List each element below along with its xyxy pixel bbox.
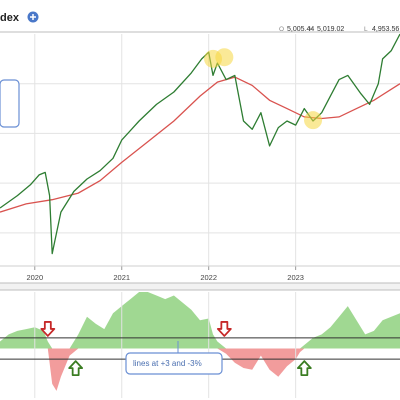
highlight-marker-1 <box>215 48 234 67</box>
main-grid <box>0 34 400 266</box>
x-tick-label-2: 2022 <box>200 273 217 282</box>
ohlc-readout: O 5,005.44 H 5,019.02 L 4,953.56 <box>279 26 399 33</box>
open-label: O <box>279 26 284 33</box>
moving-average-line <box>0 76 400 213</box>
down-arrow-icon-0 <box>40 321 56 337</box>
plus-circle-icon[interactable] <box>27 11 39 23</box>
high-value: 5,019.02 <box>317 26 344 33</box>
info-callout-box <box>0 79 20 128</box>
price-line <box>0 33 400 255</box>
low-value: 4,953.56 <box>372 26 399 33</box>
high-label: H <box>309 26 314 33</box>
header-bar <box>0 0 400 32</box>
oscillator-area-layer <box>0 292 400 391</box>
annotation-text: lines at +3 and -3% <box>133 359 202 368</box>
x-tick-label-1: 2021 <box>113 273 130 282</box>
highlight-marker-2 <box>304 111 323 130</box>
open-value: 5,005.44 <box>287 26 314 33</box>
x-axis-ticks: 2020 2021 2022 2023 <box>0 265 400 282</box>
down-arrow-icon-2 <box>216 321 232 337</box>
x-tick-label-0: 2020 <box>26 273 43 282</box>
highlight-layer <box>204 48 323 130</box>
up-arrow-icon-1 <box>68 360 84 377</box>
low-label: L <box>364 26 368 33</box>
x-tick-label-3: 2023 <box>287 273 304 282</box>
price-layer <box>0 33 400 255</box>
annotation-callout: lines at +3 and -3% <box>125 341 223 375</box>
panel-separator <box>0 283 400 290</box>
chart-title: dex <box>0 12 20 24</box>
moving-average-layer <box>0 76 400 213</box>
oscillator-positive-area <box>0 292 400 349</box>
up-arrow-icon-3 <box>296 360 312 377</box>
signal-arrows-layer <box>40 321 312 377</box>
